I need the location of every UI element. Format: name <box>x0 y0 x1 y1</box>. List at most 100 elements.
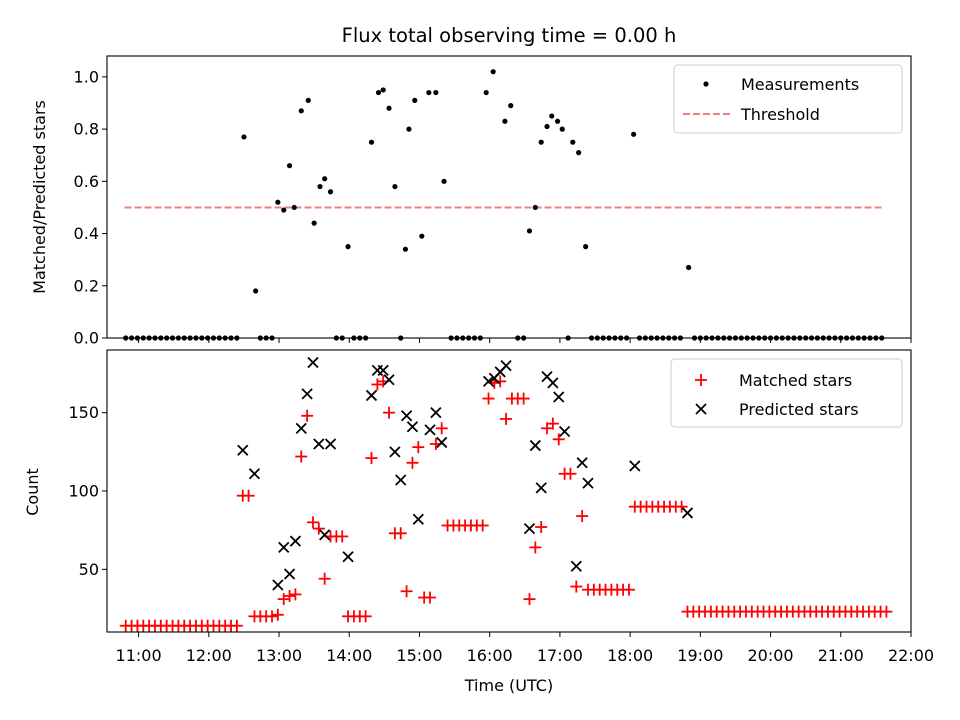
x-diag-b <box>307 356 319 369</box>
predicted-star-point <box>529 439 541 452</box>
predicted-star-point <box>389 446 401 458</box>
predicted-star-point <box>319 529 331 541</box>
x-diag-b <box>500 360 512 372</box>
x-diag-b <box>365 389 378 402</box>
measurement-point <box>538 139 544 145</box>
predicted-star-point <box>553 391 565 403</box>
measurement-point <box>375 89 382 96</box>
legend-matched-label: Matched stars <box>739 371 852 390</box>
x-diag-b <box>523 522 536 535</box>
measurement-point <box>275 199 281 205</box>
matched-star-point <box>500 412 513 425</box>
legend-predicted-label: Predicted stars <box>739 400 859 419</box>
bottom-y-axis-label: Count <box>23 468 42 516</box>
matched-star-point <box>880 605 893 618</box>
top-y-tick-label: 0.8 <box>74 120 99 139</box>
top-legend: Measurements Threshold <box>673 64 903 134</box>
matched-star-point <box>435 422 448 435</box>
bottom-x-tick-label: 20:00 <box>748 646 794 665</box>
matched-star-point <box>365 452 378 465</box>
x-diag-b <box>553 391 565 403</box>
predicted-star-point <box>582 477 594 489</box>
x-diag-b <box>541 370 553 383</box>
top-x-axis-ticks <box>138 338 912 343</box>
x-diag-b <box>377 364 389 377</box>
matched-star-point <box>406 456 419 469</box>
predicted-star-point <box>395 474 407 486</box>
measurement-point <box>532 204 538 211</box>
matched-star-point <box>570 580 583 593</box>
predicted-star-point <box>430 407 442 419</box>
bottom-x-tick-label: 13:00 <box>256 646 302 665</box>
x-diag-b <box>482 375 495 387</box>
predicted-star-point <box>576 457 588 469</box>
bottom-x-tick-label: 22:00 <box>888 646 934 665</box>
predicted-star-point <box>482 375 495 387</box>
measurement-point <box>412 97 418 103</box>
bottom-x-tick-label: 12:00 <box>186 646 232 665</box>
predicted-star-point <box>295 422 307 434</box>
legend-predicted-marker <box>695 403 707 415</box>
matched-star-point <box>312 522 325 535</box>
predicted-star-point <box>324 438 337 450</box>
x-diag-b <box>582 477 594 489</box>
matched-star-point <box>289 588 302 601</box>
measurement-point <box>508 103 514 109</box>
bottom-y-tick-label: 100 <box>68 482 99 501</box>
x-diag-b <box>319 529 331 541</box>
predicted-star-point <box>283 568 296 580</box>
legend-measurements-label: Measurements <box>741 75 859 94</box>
measurement-point <box>322 176 328 182</box>
top-panel: Flux total observing time = 0.00 h 0.00.… <box>30 24 912 348</box>
predicted-star-point <box>412 513 424 525</box>
measurement-point <box>544 123 550 130</box>
x-diag-b <box>295 422 307 434</box>
predicted-star-point <box>406 421 419 433</box>
measurement-point <box>241 134 247 140</box>
predicted-star-point <box>237 444 249 456</box>
top-y-axis: 0.0 0.2 0.4 0.6 0.8 1.0 <box>74 67 107 348</box>
measurement-point <box>631 131 637 137</box>
measurement-point <box>281 207 287 213</box>
matched-star-point <box>675 500 688 513</box>
matched-star-point <box>383 406 396 419</box>
predicted-star-point <box>272 579 284 591</box>
bottom-y-tick-label: 150 <box>68 403 99 422</box>
top-y-tick-label: 1.0 <box>74 67 99 86</box>
bottom-x-tick-label: 19:00 <box>677 646 723 665</box>
measurement-point <box>441 178 447 184</box>
measurement-point <box>490 69 496 75</box>
legend-threshold-label: Threshold <box>740 105 820 124</box>
x-diag-b <box>272 579 284 591</box>
measurement-point <box>392 183 398 190</box>
measurement-point <box>549 113 555 119</box>
x-diag-b <box>389 446 401 458</box>
matched-star-point <box>412 441 425 454</box>
predicted-star-point <box>570 560 582 572</box>
x-diag-b <box>576 457 588 469</box>
measurement-point <box>345 244 351 250</box>
predicted-star-point <box>289 535 302 547</box>
bottom-x-tick-label: 16:00 <box>467 646 513 665</box>
measurement-point <box>483 89 489 96</box>
top-y-tick-label: 0.0 <box>74 329 99 348</box>
measurement-point <box>570 139 576 145</box>
measurement-point <box>406 126 412 132</box>
bottom-x-axis: 11:00 12:00 13:00 14:00 15:00 16:00 17:00 18:00… <box>116 632 934 665</box>
matched-star-point <box>529 541 542 554</box>
matched-star-point <box>301 409 314 422</box>
matched-star-point <box>476 519 489 532</box>
x-diag-b <box>301 388 313 400</box>
matched-star-point <box>295 450 308 463</box>
measurement-point <box>502 118 508 124</box>
matched-star-point <box>266 610 279 623</box>
predicted-star-point <box>629 460 641 472</box>
matched-star-point <box>400 585 413 598</box>
top-y-tick-label: 0.6 <box>74 172 99 191</box>
predicted-star-point <box>681 507 694 519</box>
top-marks <box>123 69 885 341</box>
measurement-point <box>686 264 692 271</box>
x-diag-b <box>324 438 337 450</box>
matched-star-point <box>230 619 243 632</box>
